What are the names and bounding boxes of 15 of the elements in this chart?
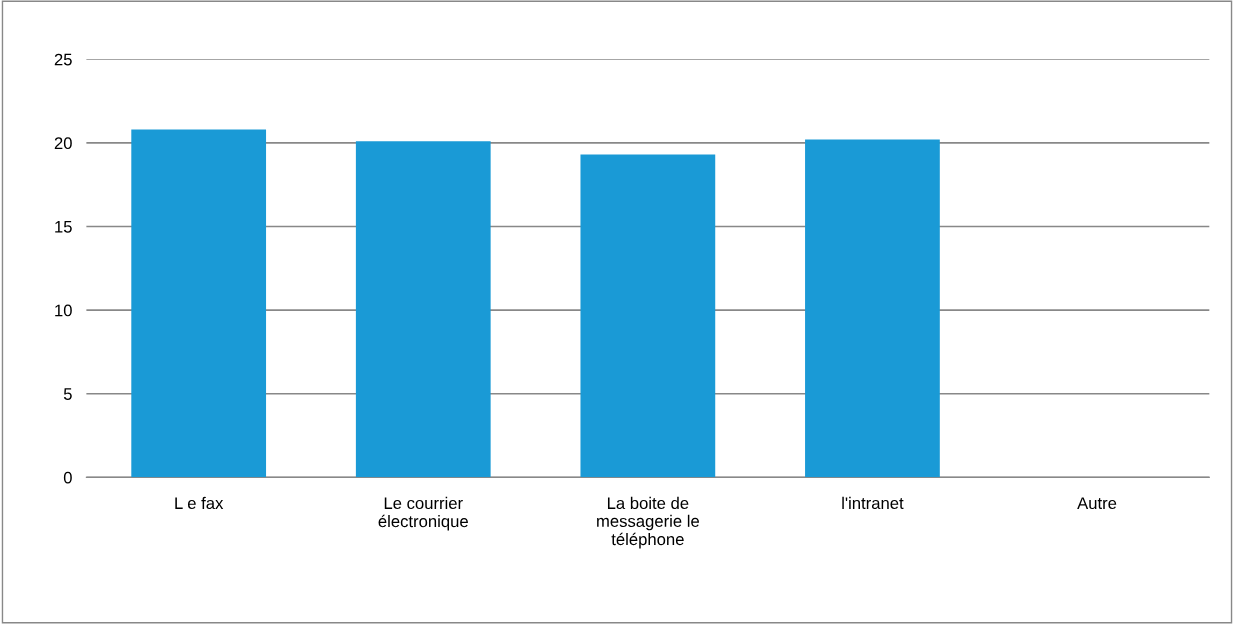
bar [355,141,491,478]
x-tick-label: Autre [1077,497,1117,510]
y-tick-label: 10 [55,304,72,317]
y-tick-label: 0 [63,471,72,484]
x-tick-label: L e fax [175,496,224,510]
x-tick-label: La boite de messagerie le téléphone [597,496,699,549]
x-tick-label: l'intranet [842,496,904,510]
bar [580,154,716,478]
bar [805,139,940,478]
bar [131,129,267,478]
y-tick-label: 25 [54,53,72,66]
y-tick-label: 15 [55,221,72,233]
x-tick-label: Le courrier électronique [378,496,468,531]
y-tick-label: 20 [54,137,72,150]
y-tick-label: 5 [63,388,72,400]
